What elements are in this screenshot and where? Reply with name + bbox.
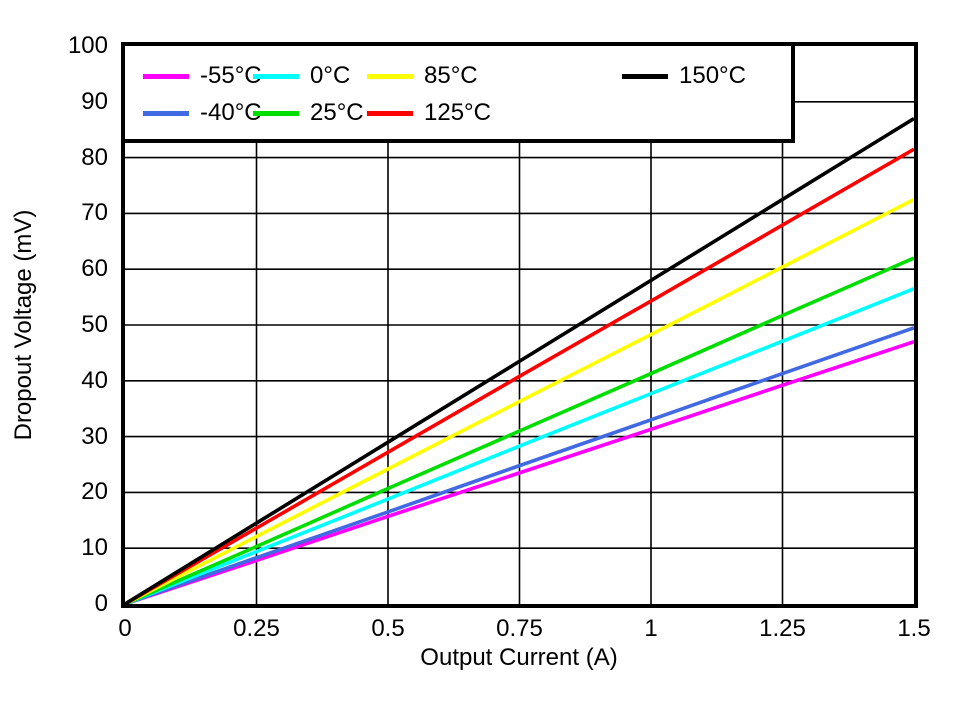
x-tick-label-1.5: 1.5	[897, 615, 931, 642]
legend-swatch-icon	[367, 110, 413, 116]
legend-swatch-icon	[622, 73, 668, 79]
legend-label: 150°C	[679, 62, 746, 89]
series-line-25c	[125, 256, 914, 604]
series-line-0c	[125, 287, 914, 604]
y-tick-label-10: 10	[81, 534, 108, 562]
legend-label: 0°C	[310, 62, 351, 89]
legend-item-125c: 125°C	[367, 98, 491, 128]
legend-item-150c: 150°C	[622, 61, 746, 91]
series-line-150c	[125, 117, 914, 604]
legend-swatch-icon	[253, 110, 299, 116]
x-axis-title: Output Current (A)	[420, 644, 618, 671]
legend-item-25c: 25°C	[253, 98, 364, 128]
legend-label: -40°C	[200, 99, 262, 126]
legend-label: 125°C	[424, 99, 491, 126]
legend-label: -55°C	[200, 62, 262, 89]
y-tick-label-50: 50	[81, 311, 108, 338]
series-line--40c	[125, 326, 914, 604]
y-tick-label-30: 30	[81, 422, 108, 450]
x-tick-label-0.5: 0.5	[371, 615, 405, 642]
series-line-125c	[125, 147, 914, 604]
y-tick-label-60: 60	[81, 255, 108, 283]
legend-item-0c: 0°C	[253, 61, 350, 91]
legend-item--55c: -55°C	[143, 61, 262, 91]
y-tick-label-40: 40	[81, 366, 108, 394]
legend-item-85c: 85°C	[367, 61, 478, 91]
y-tick-label-80: 80	[81, 143, 108, 171]
legend-label: 25°C	[310, 99, 364, 126]
x-tick-label-1: 1	[644, 615, 658, 642]
legend-item--40c: -40°C	[143, 98, 262, 128]
y-tick-label-70: 70	[81, 199, 108, 227]
series-line-85c	[125, 197, 914, 604]
y-tick-label-90: 90	[81, 87, 108, 115]
legend-swatch-icon	[367, 73, 413, 79]
legend-swatch-icon	[143, 110, 189, 116]
y-tick-label-0: 0	[94, 590, 108, 617]
legend: -55°C -40°C 0°C 25°C 85°C 125°C 150°C	[121, 42, 795, 143]
legend-swatch-icon	[253, 73, 299, 79]
x-tick-label-0: 0	[118, 615, 132, 642]
x-tick-label-0.25: 0.25	[233, 615, 280, 642]
x-tick-label-0.75: 0.75	[496, 615, 543, 642]
x-tick-label-1.25: 1.25	[759, 615, 806, 642]
legend-swatch-icon	[143, 73, 189, 79]
y-tick-label-100: 100	[67, 32, 108, 59]
y-tick-label-20: 20	[81, 478, 108, 506]
legend-label: 85°C	[424, 62, 478, 89]
series-line--55c	[125, 340, 914, 604]
